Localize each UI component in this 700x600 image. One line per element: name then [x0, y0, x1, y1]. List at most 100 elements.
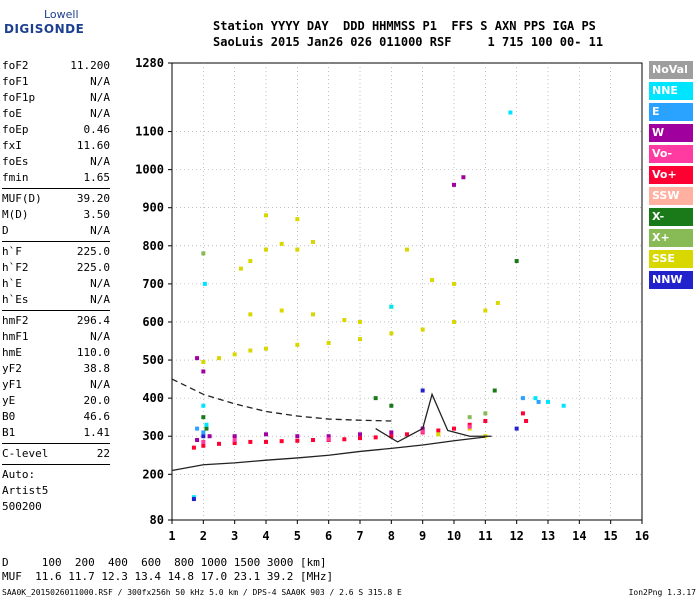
data-point	[389, 331, 394, 336]
param-value: 46.6	[83, 410, 111, 423]
data-point	[232, 352, 237, 357]
param-key: yF2	[2, 362, 22, 375]
data-point	[264, 346, 268, 351]
param-value: 0.46	[83, 123, 111, 136]
data-point	[420, 388, 425, 393]
param-value: 11.200	[70, 59, 110, 72]
param-key: h`F2	[2, 261, 29, 274]
legend-item: E	[649, 103, 693, 121]
data-point	[483, 411, 488, 416]
x-tick-label: 2	[200, 529, 207, 543]
x-tick-label: 10	[447, 529, 461, 543]
x-tick-label: 11	[478, 529, 492, 543]
y-tick-label: 800	[142, 239, 164, 253]
data-point	[452, 319, 456, 324]
data-point	[420, 429, 425, 434]
x-tick-label: 4	[262, 529, 269, 543]
data-point	[389, 430, 394, 435]
x-tick-label: 13	[541, 529, 555, 543]
param-row: yF1 N/A	[2, 377, 110, 393]
param-key: fxI	[2, 139, 22, 152]
data-point	[373, 396, 378, 401]
data-point	[467, 424, 472, 429]
data-point	[202, 281, 207, 286]
param-key: yE	[2, 394, 16, 407]
muf-table: D 100 200 400 600 800 1000 1500 3000 [km…	[2, 556, 333, 584]
data-point	[524, 418, 529, 423]
data-point	[358, 436, 362, 441]
trace-line	[171, 436, 486, 472]
param-value: N/A	[90, 378, 110, 391]
data-point	[195, 356, 200, 361]
param-row: h`F 225.0	[2, 244, 110, 260]
y-tick-label: 600	[142, 315, 164, 329]
data-point	[492, 388, 497, 393]
legend-item: X+	[649, 229, 693, 247]
data-point	[326, 434, 331, 439]
data-point	[201, 251, 206, 256]
param-row: h`F2 225.0	[2, 260, 110, 276]
param-value: 225.0	[76, 261, 110, 274]
data-point	[217, 441, 221, 446]
data-point	[389, 403, 394, 408]
data-point	[358, 319, 362, 324]
param-key: foEp	[2, 123, 29, 136]
param-key: B1	[2, 426, 16, 439]
data-point	[536, 399, 541, 404]
data-point	[191, 445, 196, 450]
data-point	[201, 439, 206, 444]
data-point	[207, 434, 212, 439]
data-point	[204, 422, 209, 427]
data-point	[295, 438, 300, 443]
data-point	[467, 415, 472, 420]
data-point	[546, 399, 550, 404]
param-row: MUF(D) 39.20	[2, 191, 110, 207]
data-point	[217, 356, 221, 361]
x-tick-label: 9	[419, 529, 426, 543]
param-key: yF1	[2, 378, 22, 391]
y-tick-label: 200	[142, 467, 164, 481]
param-key: foF1	[2, 75, 29, 88]
data-point	[508, 110, 513, 115]
data-point	[295, 247, 300, 252]
x-tick-label: 3	[231, 529, 238, 543]
y-tick-label: 400	[142, 391, 164, 405]
legend-item: NNW	[649, 271, 693, 289]
header-line1: Station YYYY DAY DDD HHMMSS P1 FFS S AXN…	[213, 19, 596, 33]
param-row: D N/A	[2, 223, 110, 239]
data-point	[201, 434, 206, 439]
param-value: 1.41	[83, 426, 111, 439]
param-key: B0	[2, 410, 16, 423]
y-tick-label: 1280	[135, 56, 164, 70]
param-value: 1.65	[83, 171, 111, 184]
data-point	[279, 241, 284, 246]
x-tick-label: 5	[294, 529, 301, 543]
legend-panel: NoVal NNE E W Vo- Vo+ SSW X- X+ SSE NNW	[649, 61, 693, 292]
x-tick-label: 7	[356, 529, 363, 543]
data-point	[452, 281, 456, 286]
param-row: hmF2 296.4	[2, 313, 110, 329]
data-point	[311, 438, 315, 443]
data-point	[248, 259, 253, 264]
data-point	[295, 434, 300, 439]
param-row: foF1 N/A	[2, 74, 110, 90]
data-point	[520, 411, 525, 416]
param-row: B0 46.6	[2, 409, 110, 425]
param-row: yF2 38.8	[2, 361, 110, 377]
x-tick-label: 12	[509, 529, 523, 543]
data-point	[201, 369, 206, 374]
param-value: N/A	[90, 155, 110, 168]
logo-line2: DIGISONDE	[4, 22, 85, 36]
y-tick-label: 300	[142, 429, 164, 443]
param-separator	[2, 464, 110, 465]
data-point	[232, 441, 237, 446]
param-key: M(D)	[2, 208, 29, 221]
data-point	[342, 318, 347, 323]
data-point	[520, 396, 525, 401]
data-point	[201, 430, 206, 435]
x-tick-label: 6	[325, 529, 332, 543]
param-key: D	[2, 224, 9, 237]
param-row: hmF1 N/A	[2, 329, 110, 345]
data-point	[264, 439, 268, 444]
